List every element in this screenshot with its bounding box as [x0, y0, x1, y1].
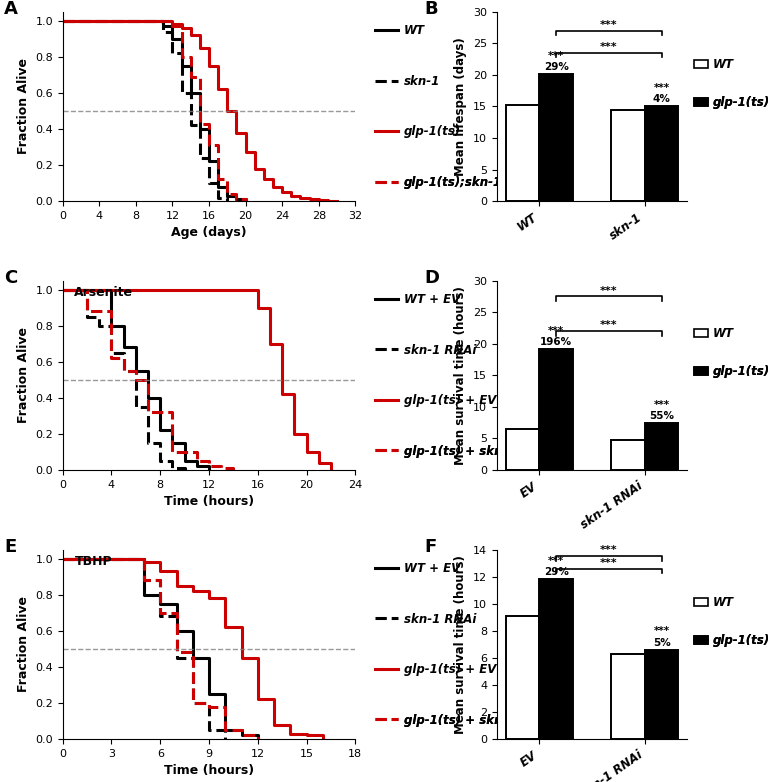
Bar	[539, 74, 573, 201]
Text: ***: ***	[600, 320, 618, 330]
Y-axis label: Fraction Alive: Fraction Alive	[16, 59, 30, 154]
Text: A: A	[4, 0, 18, 18]
Bar	[644, 423, 678, 470]
Bar	[539, 579, 573, 739]
Text: D: D	[425, 269, 440, 287]
Legend: glp-1(ts);skn-1: glp-1(ts);skn-1	[370, 171, 507, 193]
Text: B: B	[425, 0, 438, 18]
Text: E: E	[4, 538, 16, 556]
Text: 55%: 55%	[649, 411, 674, 421]
Bar	[611, 109, 644, 201]
Text: ***: ***	[654, 83, 670, 92]
Text: 5%: 5%	[653, 638, 670, 647]
Text: ***: ***	[600, 558, 618, 568]
Text: Arsenite: Arsenite	[74, 286, 133, 300]
Text: ***: ***	[548, 51, 564, 61]
Legend: glp-1(ts): glp-1(ts)	[689, 630, 775, 651]
X-axis label: Time (hours): Time (hours)	[164, 764, 254, 777]
Bar	[644, 650, 678, 739]
Text: ***: ***	[600, 545, 618, 555]
Text: ***: ***	[600, 20, 618, 30]
Bar	[506, 616, 539, 739]
X-axis label: Time (hours): Time (hours)	[164, 495, 254, 508]
Y-axis label: Mean lifespan (days): Mean lifespan (days)	[455, 37, 467, 176]
Y-axis label: Fraction Alive: Fraction Alive	[16, 597, 30, 692]
Text: ***: ***	[654, 400, 670, 410]
Text: ***: ***	[600, 41, 618, 52]
Text: 29%: 29%	[544, 568, 568, 577]
Text: 196%: 196%	[540, 337, 572, 347]
Text: ***: ***	[654, 626, 670, 637]
Text: 4%: 4%	[652, 94, 670, 104]
Bar	[506, 105, 539, 201]
Y-axis label: Fraction Alive: Fraction Alive	[16, 328, 30, 423]
Legend: glp-1(ts) + skn-1 RNAi: glp-1(ts) + skn-1 RNAi	[370, 440, 557, 462]
Legend: glp-1(ts) + skn-1 RNAi: glp-1(ts) + skn-1 RNAi	[370, 708, 557, 731]
Y-axis label: Mean survival time (hours): Mean survival time (hours)	[455, 286, 467, 465]
Text: TBHP: TBHP	[74, 555, 112, 569]
Text: ***: ***	[600, 285, 618, 296]
Bar	[539, 349, 573, 470]
Text: 29%: 29%	[544, 63, 568, 73]
Text: C: C	[4, 269, 17, 287]
Text: ***: ***	[548, 325, 564, 335]
Bar	[611, 654, 644, 739]
Y-axis label: Mean survival time (hours): Mean survival time (hours)	[455, 555, 467, 734]
Legend: glp-1(ts): glp-1(ts)	[689, 361, 775, 383]
Bar	[611, 439, 644, 470]
Bar	[644, 106, 678, 201]
Text: ***: ***	[548, 556, 564, 566]
Legend: glp-1(ts): glp-1(ts)	[689, 91, 775, 114]
Text: F: F	[425, 538, 437, 556]
X-axis label: Age (days): Age (days)	[171, 227, 247, 239]
Bar	[506, 429, 539, 470]
